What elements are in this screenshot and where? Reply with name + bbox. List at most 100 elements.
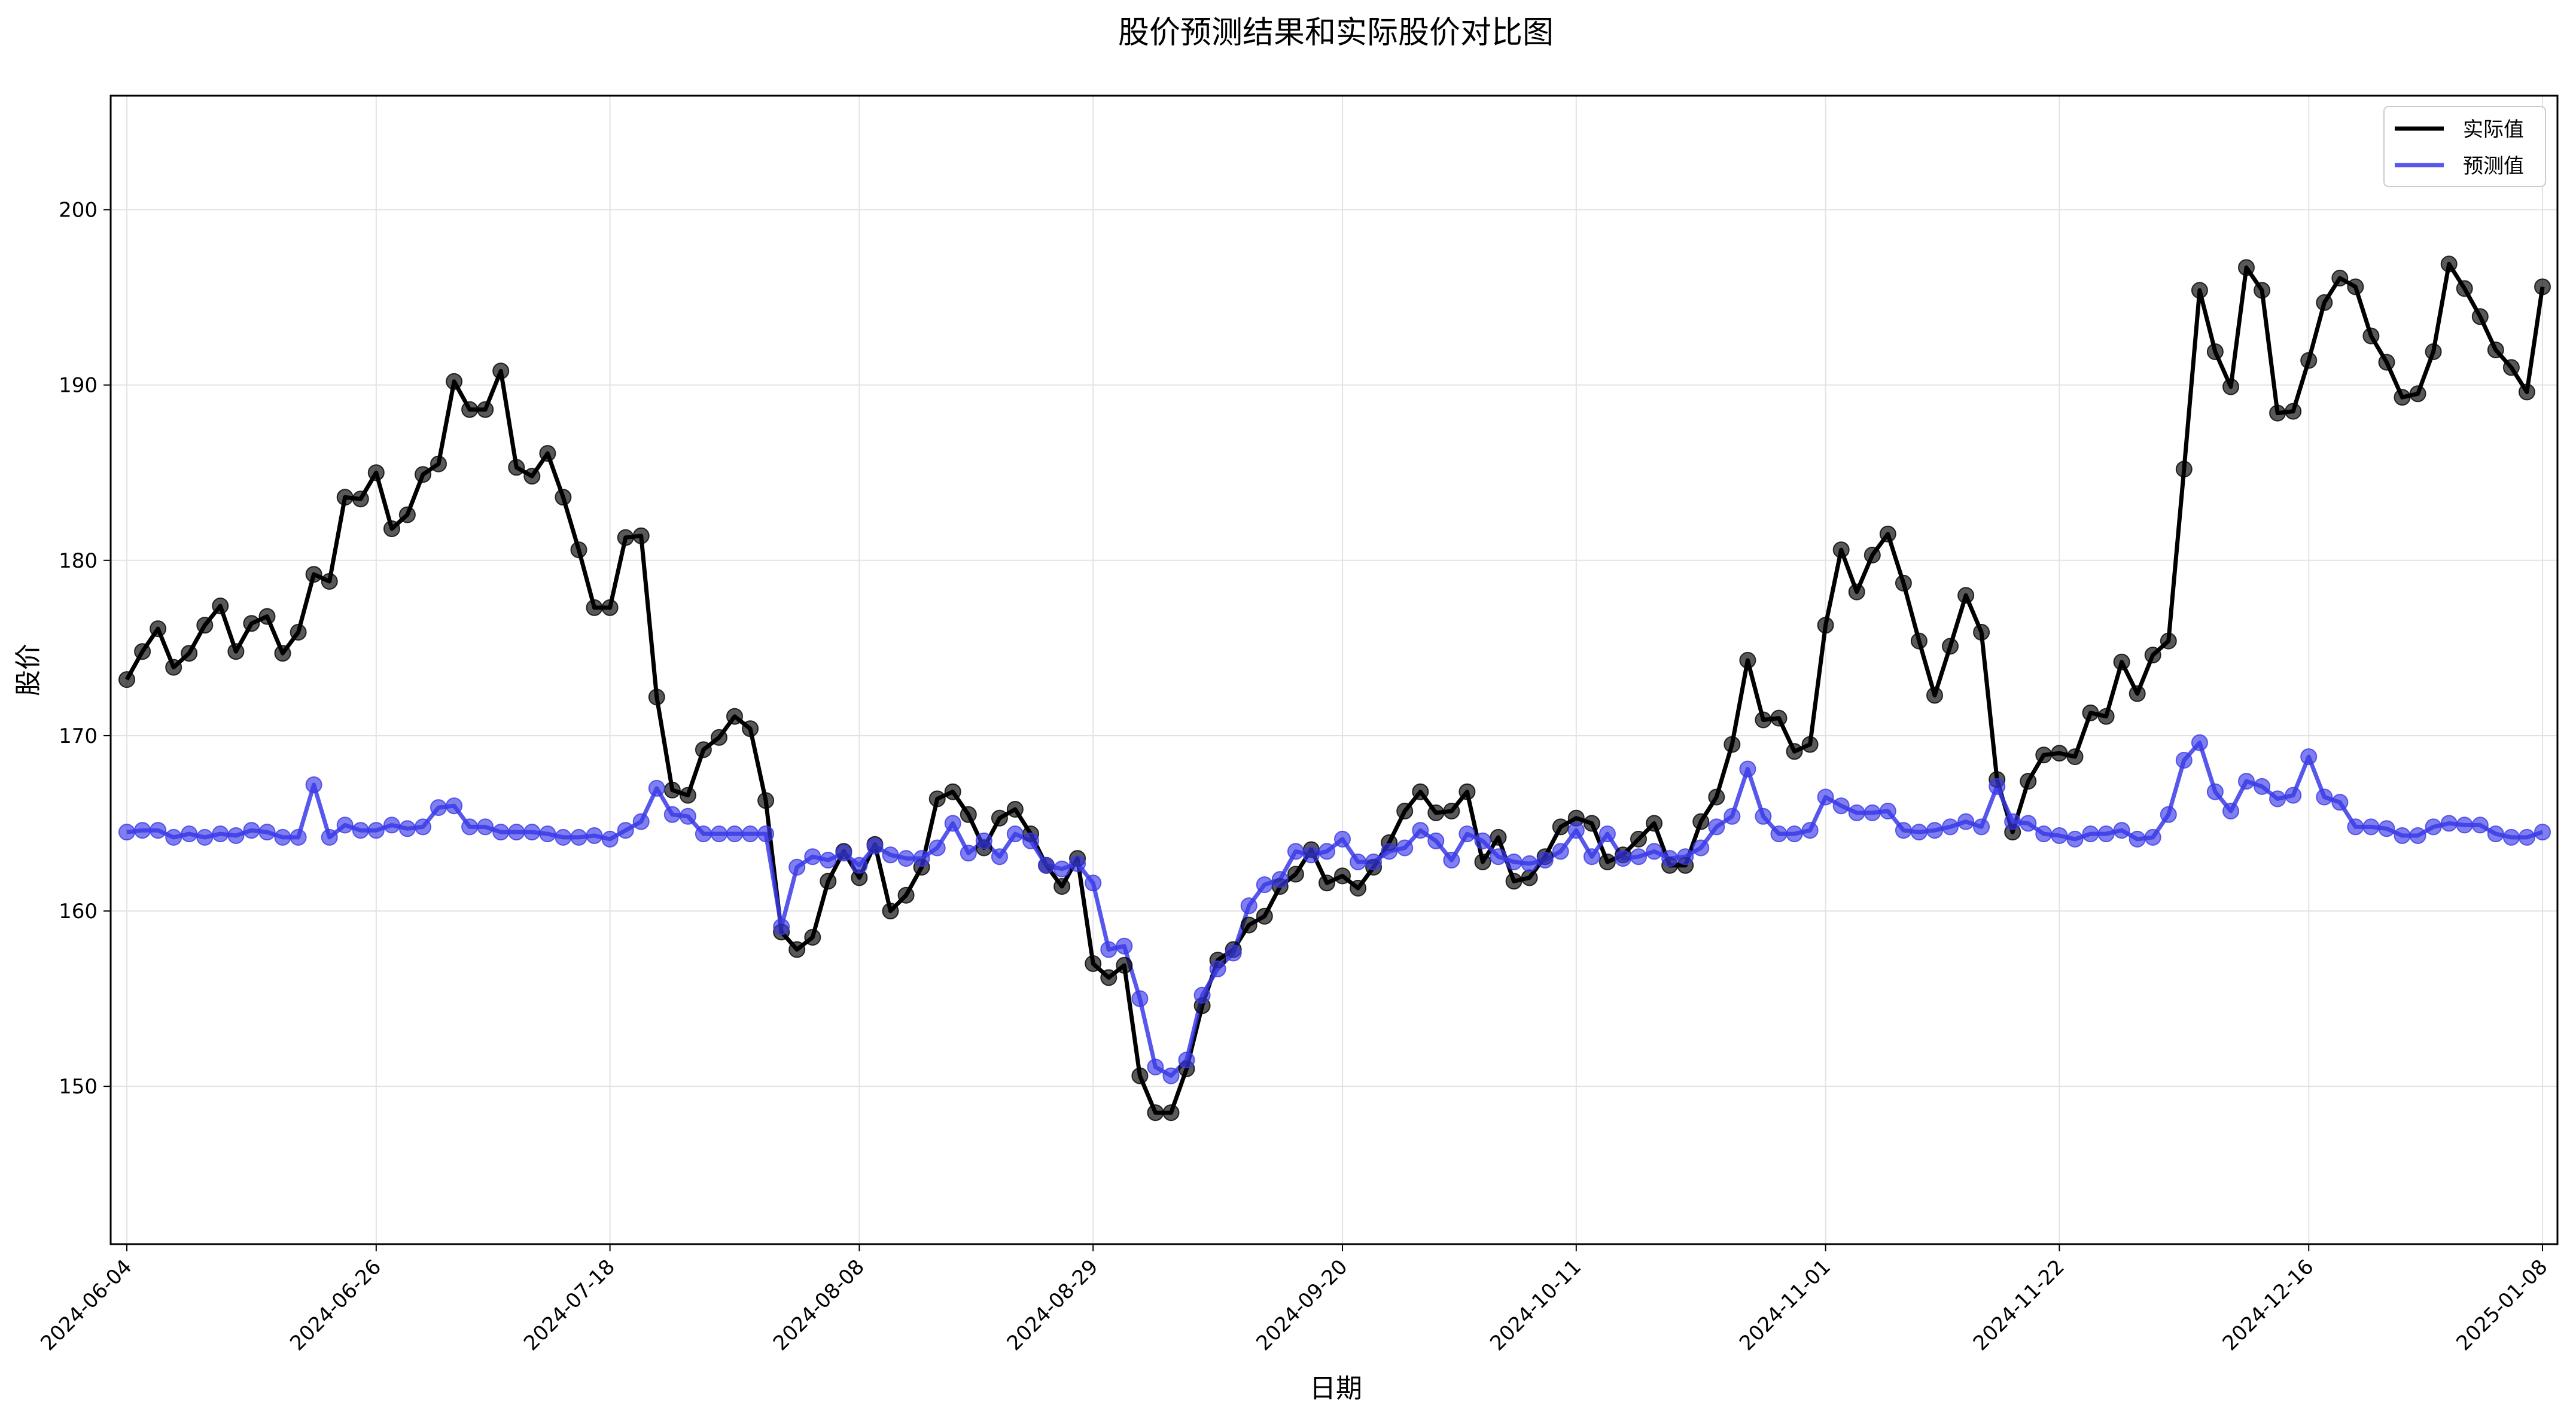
- point-predicted: [258, 824, 276, 841]
- point-predicted: [820, 852, 837, 869]
- point-predicted: [1661, 850, 1679, 867]
- point-predicted: [1240, 897, 1257, 915]
- point-actual: [134, 643, 151, 660]
- point-predicted: [1755, 807, 1772, 825]
- legend-label-predicted: 预测值: [2463, 154, 2524, 178]
- point-predicted: [2425, 818, 2442, 836]
- point-predicted: [897, 850, 915, 867]
- point-predicted: [632, 813, 650, 830]
- point-predicted: [305, 776, 322, 793]
- point-actual: [2129, 685, 2146, 702]
- point-predicted: [2051, 827, 2068, 844]
- point-predicted: [1287, 843, 1304, 860]
- point-actual: [1739, 651, 1756, 669]
- point-predicted: [586, 827, 603, 844]
- x-tick-label: 2024-10-11: [1485, 1255, 1586, 1355]
- point-actual: [1817, 617, 1834, 634]
- point-actual: [1926, 687, 1943, 704]
- point-actual: [258, 608, 276, 625]
- point-actual: [1443, 803, 1460, 819]
- point-actual: [336, 489, 354, 506]
- point-actual: [430, 455, 447, 473]
- point-actual: [461, 401, 479, 418]
- point-predicted: [1926, 822, 1943, 839]
- point-actual: [477, 401, 494, 418]
- point-predicted: [1536, 852, 1554, 869]
- point-predicted: [492, 824, 510, 841]
- point-predicted: [1458, 825, 1476, 843]
- y-tick-label: 190: [59, 374, 98, 398]
- point-actual: [2518, 383, 2535, 401]
- y-tick-label: 200: [59, 199, 98, 223]
- point-predicted: [2035, 825, 2053, 843]
- point-actual: [1895, 574, 1912, 592]
- point-predicted: [1801, 822, 1819, 839]
- point-actual: [243, 615, 260, 632]
- point-actual: [274, 645, 291, 662]
- point-predicted: [2456, 816, 2473, 834]
- point-predicted: [1225, 944, 1242, 962]
- point-actual: [1131, 1067, 1149, 1084]
- point-actual: [2331, 269, 2349, 287]
- point-predicted: [617, 822, 634, 839]
- point-actual: [1474, 854, 1491, 870]
- y-tick-label: 180: [59, 549, 98, 573]
- point-actual: [695, 741, 712, 758]
- point-actual: [1942, 638, 1959, 655]
- point-predicted: [1646, 843, 1663, 860]
- point-actual: [2051, 745, 2068, 762]
- point-actual: [2175, 461, 2193, 478]
- point-predicted: [711, 825, 727, 843]
- point-actual: [2269, 404, 2286, 422]
- point-predicted: [118, 824, 135, 841]
- point-actual: [2440, 255, 2458, 273]
- point-predicted: [383, 816, 400, 834]
- point-predicted: [1271, 871, 1289, 888]
- point-predicted: [1989, 778, 2006, 795]
- point-actual: [2160, 632, 2177, 650]
- point-predicted: [1334, 830, 1351, 848]
- legend: 实际值 预测值: [2383, 106, 2546, 187]
- point-predicted: [2020, 815, 2037, 832]
- point-predicted: [1505, 854, 1523, 870]
- point-actual: [1287, 866, 1304, 883]
- x-tick-label: 2024-08-29: [1003, 1255, 1103, 1355]
- point-predicted: [134, 822, 151, 839]
- point-actual: [446, 373, 463, 390]
- point-predicted: [2129, 830, 2146, 848]
- point-predicted: [1085, 874, 1102, 892]
- point-predicted: [1443, 852, 1460, 869]
- point-actual: [1240, 916, 1257, 934]
- point-actual: [648, 688, 665, 706]
- x-tick-label: 2024-06-26: [285, 1255, 386, 1355]
- point-predicted: [1490, 848, 1507, 866]
- point-actual: [2378, 354, 2395, 371]
- y-axis-label: 股价: [13, 644, 44, 696]
- point-predicted: [773, 918, 790, 935]
- series-lines: [124, 261, 2545, 1115]
- point-predicted: [1708, 818, 1725, 836]
- x-tick-label: 2024-08-08: [769, 1255, 869, 1355]
- point-predicted: [1193, 986, 1211, 1004]
- point-predicted: [2160, 806, 2177, 823]
- point-predicted: [1521, 855, 1538, 872]
- point-predicted: [1724, 807, 1741, 825]
- point-actual: [601, 599, 619, 616]
- point-actual: [1147, 1104, 1164, 1122]
- point-actual: [1832, 541, 1850, 559]
- point-predicted: [2362, 818, 2380, 836]
- point-predicted: [555, 828, 572, 846]
- point-predicted: [2331, 794, 2349, 811]
- point-predicted: [1178, 1052, 1195, 1069]
- point-predicted: [2175, 752, 2193, 769]
- point-predicted: [1942, 818, 1959, 836]
- legend-label-actual: 实际值: [2463, 118, 2524, 142]
- point-actual: [1319, 874, 1335, 892]
- point-predicted: [1615, 850, 1631, 867]
- point-actual: [2020, 773, 2037, 790]
- point-predicted: [1038, 857, 1055, 874]
- point-predicted: [1069, 855, 1086, 872]
- x-tick-label: 2025-01-08: [2452, 1255, 2552, 1355]
- point-actual: [1910, 632, 1928, 650]
- point-predicted: [2347, 818, 2364, 836]
